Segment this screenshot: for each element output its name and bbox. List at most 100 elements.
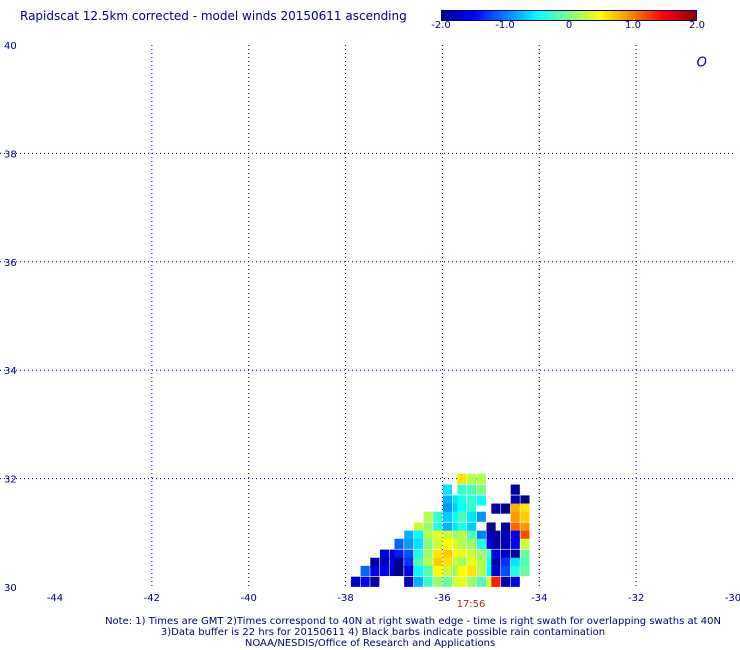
wind-difference-cell: [491, 576, 501, 587]
wind-difference-cell: [389, 565, 399, 577]
colorbar-tick-label: 1.0: [625, 20, 641, 31]
wind-difference-cell: [442, 484, 453, 495]
wind-difference-cell: [476, 576, 486, 587]
wind-difference-cell: [467, 522, 477, 533]
wind-difference-cell: [476, 530, 486, 541]
wind-difference-cell: [520, 565, 530, 577]
wind-difference-cell: [404, 530, 414, 541]
note-line-2: 3)Data buffer is 22 hrs for 20150611 4) …: [160, 627, 606, 638]
colorbar-tick-label: 2.0: [689, 20, 705, 31]
y-tick-label: 34: [4, 366, 17, 377]
wind-difference-cell: [476, 511, 486, 522]
wind-difference-cell: [442, 522, 453, 533]
wind-difference-cell: [476, 495, 486, 506]
wind-difference-cell: [510, 565, 520, 577]
wind-difference-cell: [452, 557, 462, 568]
wind-difference-cell: [520, 503, 530, 514]
wind-difference-cell: [476, 538, 486, 549]
wind-difference-cell: [442, 576, 453, 587]
wind-difference-cell: [501, 576, 511, 587]
wind-difference-cell: [433, 565, 443, 577]
x-tick-label: -44: [47, 593, 63, 604]
x-tick-label: -42: [144, 593, 160, 604]
wind-difference-cell: [452, 522, 462, 533]
wind-difference-cell: [360, 576, 370, 587]
wind-difference-cell: [389, 557, 399, 568]
wind-difference-cell: [491, 530, 501, 541]
wind-difference-cell: [457, 530, 467, 541]
colorbar-tick-label: -1.0: [495, 20, 515, 31]
note-line-1: Note: 1) Times are GMT 2)Times correspon…: [105, 616, 721, 627]
wind-difference-cell: [452, 530, 462, 541]
wind-difference-cell: [452, 538, 462, 549]
y-tick-label: 36: [4, 258, 17, 269]
wind-difference-cell: [379, 557, 390, 568]
wind-difference-cell: [520, 549, 530, 560]
wind-difference-cell: [442, 565, 453, 577]
wind-difference-cell: [491, 549, 501, 560]
wind-difference-cell: [452, 495, 462, 506]
wind-difference-cell: [520, 530, 530, 541]
wind-difference-cell: [467, 495, 477, 506]
wind-difference-cell: [350, 576, 361, 587]
wind-difference-cell: [442, 557, 453, 568]
wind-difference-cell: [452, 576, 462, 587]
wind-difference-cell: [491, 538, 501, 549]
wind-difference-cell: [510, 511, 520, 522]
wind-difference-cell: [457, 495, 467, 506]
wind-difference-cell: [433, 549, 443, 560]
wind-difference-cell: [520, 495, 530, 506]
wind-difference-cell: [486, 530, 496, 541]
wind-difference-cell: [510, 576, 520, 587]
wind-difference-cell: [510, 495, 520, 506]
wind-difference-cell: [520, 538, 530, 549]
wind-difference-cell: [457, 473, 467, 484]
wind-difference-cell: [394, 565, 404, 577]
map-title: Rapidscat 12.5km corrected - model winds…: [20, 9, 407, 23]
wind-difference-cell: [491, 503, 501, 514]
wind-difference-cell: [370, 565, 380, 577]
colorbar-tick-label: -2.0: [431, 20, 451, 31]
wind-difference-cell: [423, 522, 433, 533]
wind-difference-cell: [452, 549, 462, 560]
wind-difference-cell: [452, 511, 462, 522]
wind-difference-cell: [394, 557, 404, 568]
wind-difference-cell: [370, 576, 380, 587]
wind-difference-cell: [486, 538, 496, 549]
x-tick-label: -30: [725, 593, 740, 604]
wind-difference-cell: [423, 530, 433, 541]
wind-difference-cell: [442, 511, 453, 522]
x-tick-label: -36: [434, 593, 450, 604]
wind-difference-cell: [467, 484, 477, 495]
wind-difference-cells: [350, 473, 530, 587]
wind-difference-cell: [404, 576, 414, 587]
wind-difference-cell: [501, 503, 511, 514]
wind-difference-cell: [486, 549, 496, 560]
wind-difference-cell: [433, 511, 443, 522]
wind-difference-cell: [457, 549, 467, 560]
wind-difference-cell: [457, 565, 467, 577]
wind-difference-cell: [404, 538, 414, 549]
wind-difference-cell: [457, 503, 467, 514]
wind-difference-cell: [457, 484, 467, 495]
y-tick-label: 32: [4, 475, 17, 486]
wind-difference-cell: [452, 565, 462, 577]
x-tick-label: -40: [241, 593, 257, 604]
wind-difference-cell: [433, 557, 443, 568]
wind-difference-cell: [457, 557, 467, 568]
wind-difference-cell: [457, 576, 467, 587]
map-gridlines: [0, 45, 733, 587]
y-tick-label: 30: [4, 583, 17, 594]
wind-difference-cell: [510, 503, 520, 514]
wind-difference-cell: [501, 522, 511, 533]
wind-difference-cell: [501, 565, 511, 577]
colorbar: [441, 10, 697, 21]
wind-difference-cell: [467, 565, 477, 577]
wind-difference-cell: [510, 484, 520, 495]
wind-difference-cell: [467, 473, 477, 484]
wind-difference-cell: [476, 565, 486, 577]
map-annotations: O: [697, 56, 707, 71]
map-annotation: O: [697, 56, 707, 71]
wind-difference-cell: [413, 530, 423, 541]
